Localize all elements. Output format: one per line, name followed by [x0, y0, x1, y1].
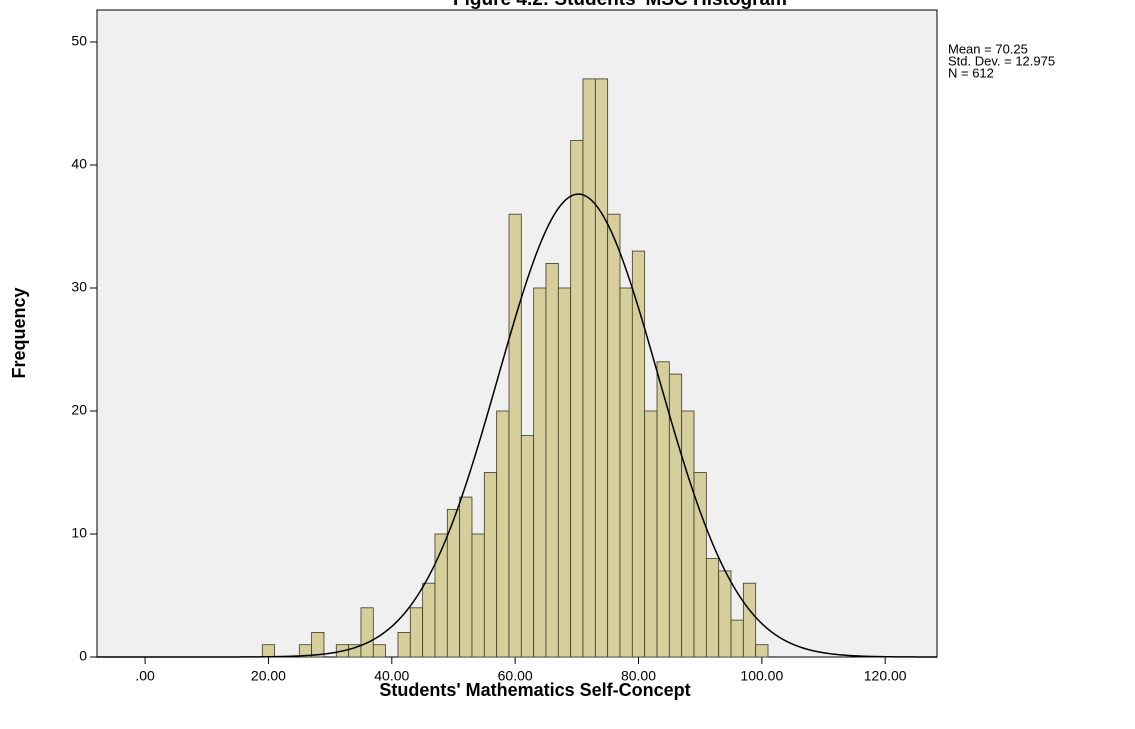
bar [705, 558, 720, 658]
x-axis-title: Students' Mathematics Self-Concept [379, 680, 690, 700]
bar [520, 435, 535, 658]
bar [496, 410, 510, 658]
stat-label: N = 612 [948, 65, 994, 80]
y-tick-label: 20 [71, 402, 87, 418]
bar [545, 262, 559, 658]
bar [422, 582, 436, 658]
bar [508, 213, 522, 658]
y-tick-label: 0 [79, 648, 87, 664]
x-tick-label: 40.00 [374, 668, 409, 684]
bar [311, 631, 325, 658]
y-tick-label: 10 [71, 525, 87, 541]
stat-label: Std. Dev. = 12.975 [948, 53, 1055, 68]
bar [730, 619, 744, 658]
bar [533, 287, 547, 658]
y-tick-label: 40 [71, 156, 87, 172]
bar [619, 287, 633, 658]
chart-title: Figure 4.2: Students' MSC Histogram [453, 0, 787, 10]
bar [594, 78, 609, 658]
bar [459, 496, 473, 658]
x-tick-label: 100.00 [740, 668, 783, 684]
bar [742, 582, 757, 658]
bar [397, 631, 411, 658]
y-tick-label: 30 [71, 279, 87, 295]
bar [360, 607, 374, 658]
bar [755, 644, 769, 658]
normal-curve [97, 193, 937, 658]
bar [409, 607, 424, 658]
x-tick-label: 60.00 [498, 668, 533, 684]
y-axis-title: Frequency [9, 287, 29, 378]
bar [471, 533, 485, 658]
bar [644, 410, 658, 658]
bar [483, 472, 498, 658]
bar [631, 250, 646, 658]
y-tick-label: 50 [71, 33, 87, 49]
bar [607, 213, 621, 658]
bar [557, 287, 572, 658]
bar [582, 78, 596, 658]
stat-label: Mean = 70.25 [948, 41, 1028, 56]
bar [261, 644, 276, 658]
bar [718, 570, 732, 658]
bar [681, 410, 695, 658]
bar [668, 373, 683, 658]
bar [570, 139, 584, 658]
x-tick-label: .00 [135, 668, 155, 684]
x-tick-label: 20.00 [251, 668, 286, 684]
x-tick-label: 80.00 [621, 668, 656, 684]
bar [372, 644, 387, 658]
x-tick-label: 120.00 [864, 668, 907, 684]
bar [434, 533, 448, 658]
